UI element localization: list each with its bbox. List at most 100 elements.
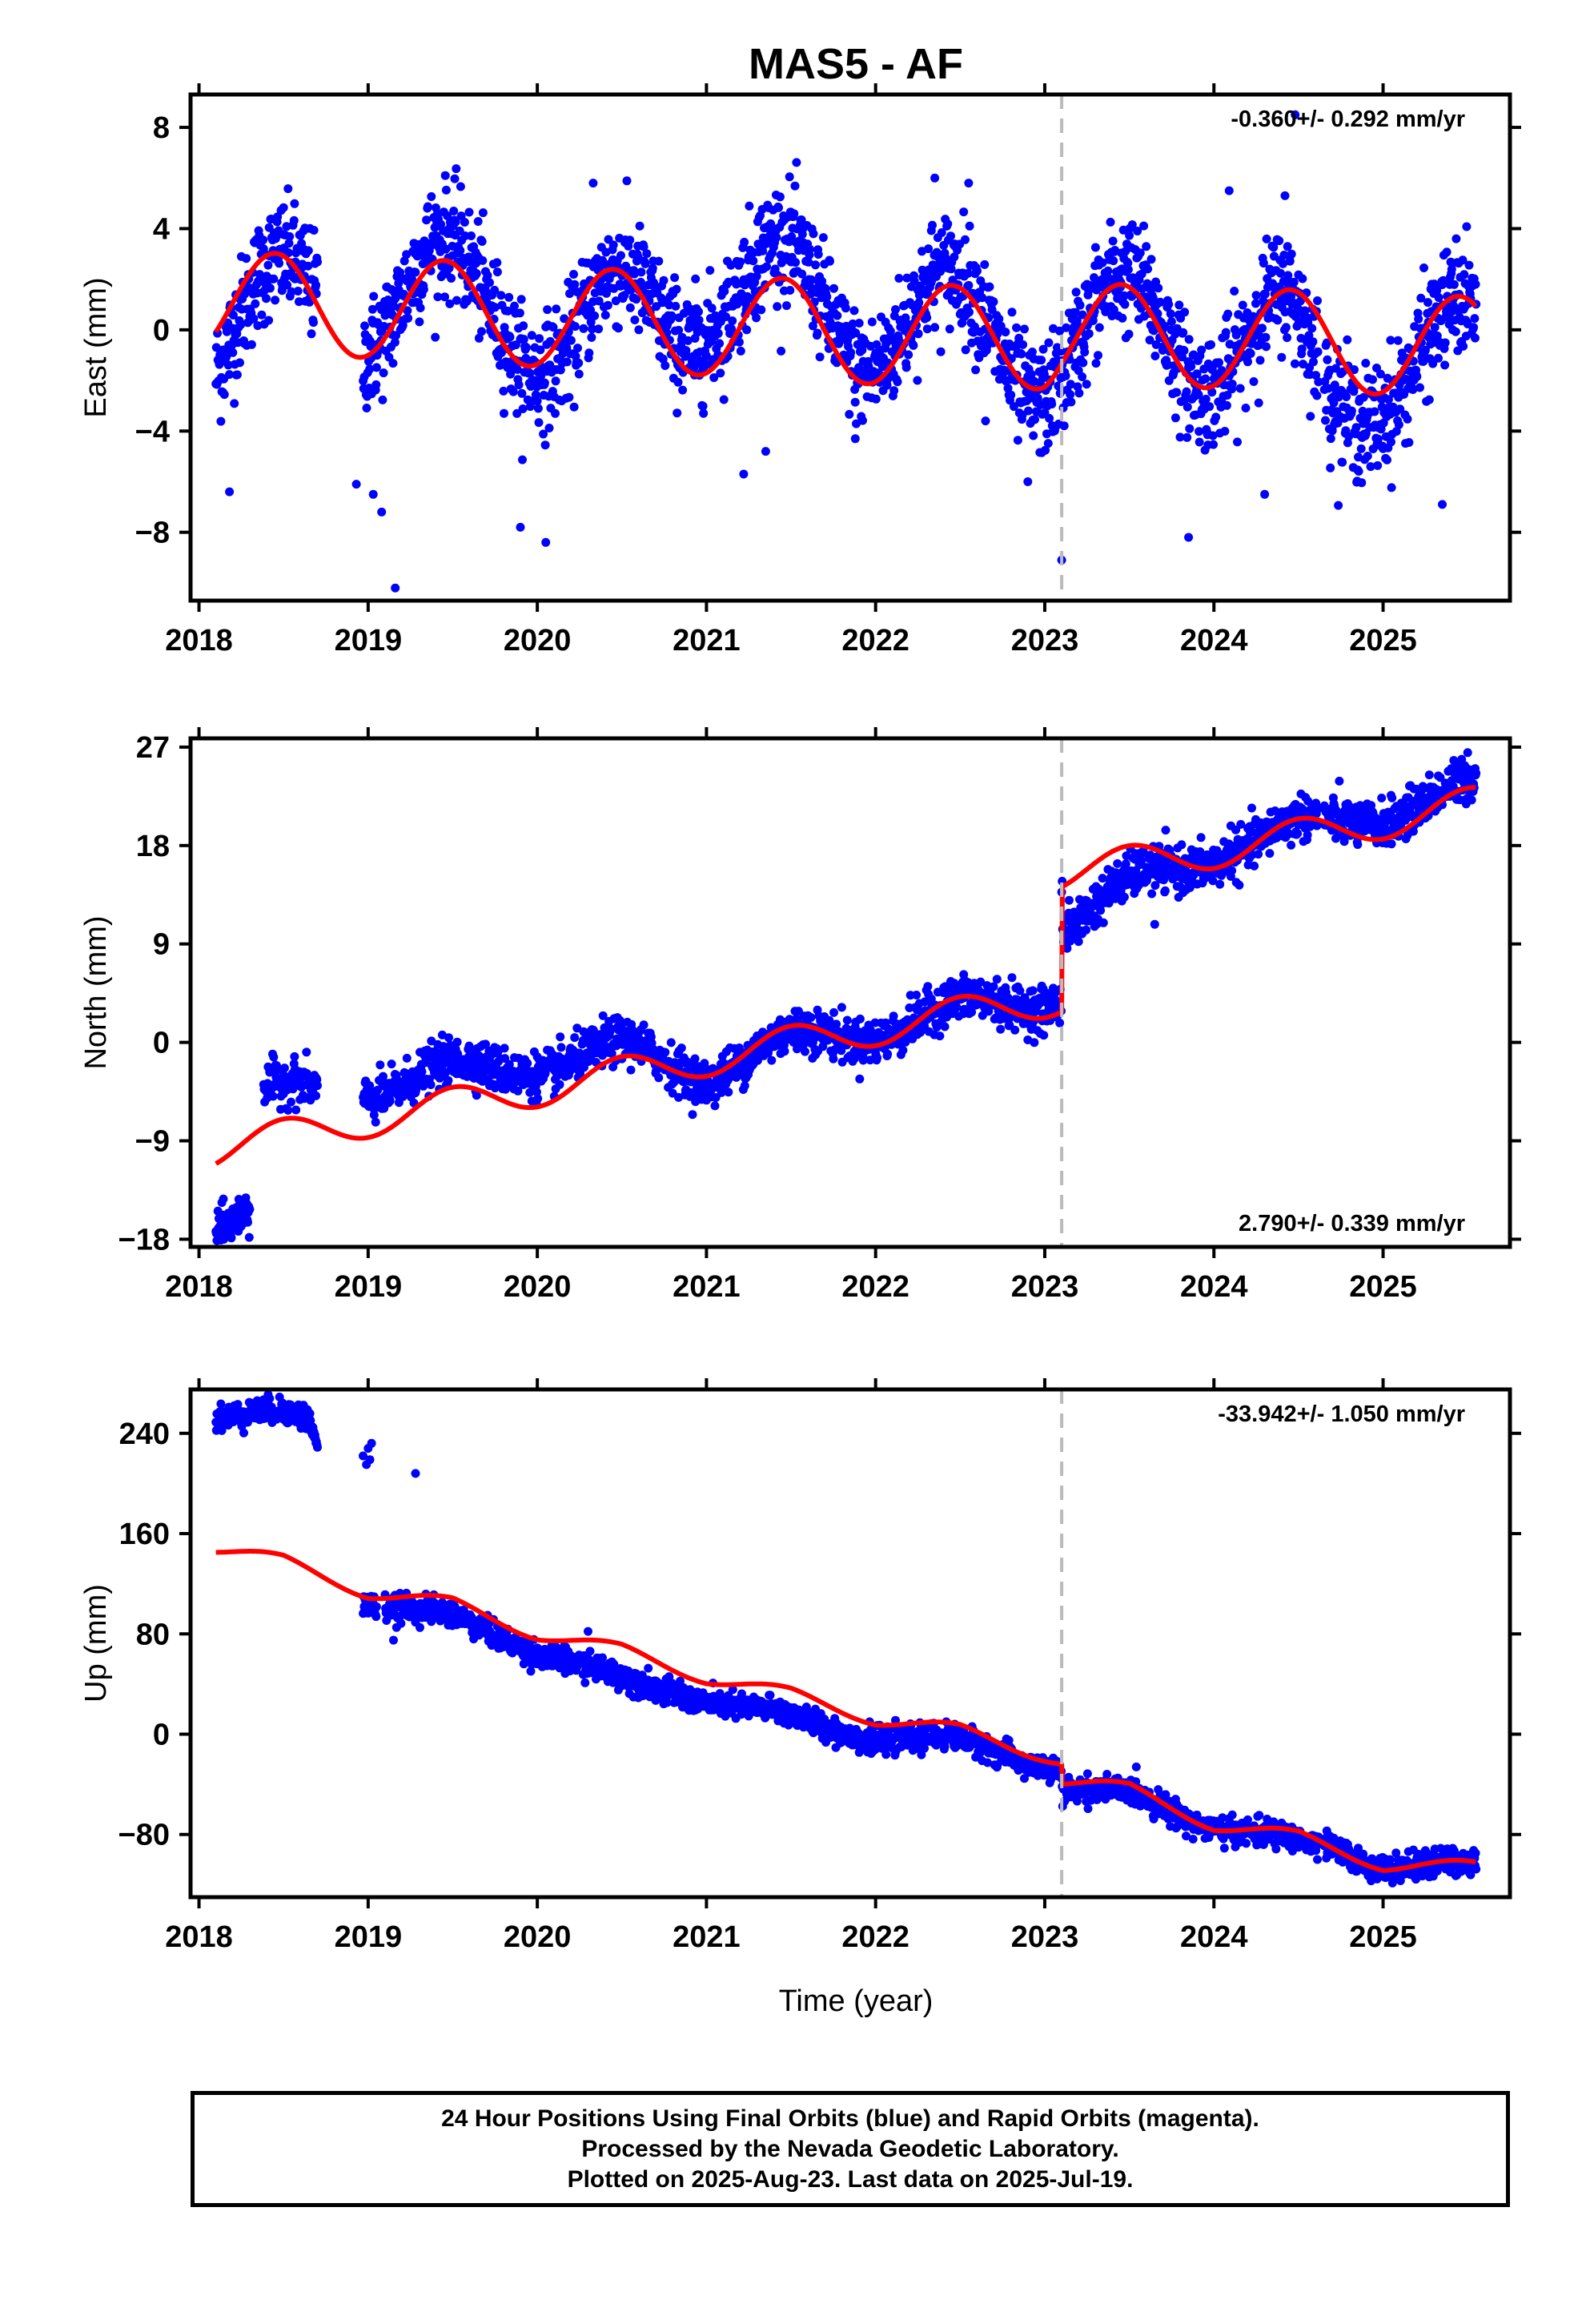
data-point xyxy=(1047,400,1057,409)
data-point xyxy=(762,262,772,271)
data-point xyxy=(303,261,313,271)
data-point xyxy=(1277,352,1287,362)
data-point xyxy=(1353,840,1363,850)
data-point xyxy=(940,1022,950,1031)
data-point xyxy=(1151,340,1161,349)
data-point xyxy=(1383,395,1393,404)
data-point xyxy=(913,329,923,339)
data-point xyxy=(1299,360,1307,369)
data-point xyxy=(1342,392,1351,401)
data-point xyxy=(1155,297,1165,307)
data-point xyxy=(594,296,604,306)
data-point xyxy=(1211,412,1221,422)
data-point xyxy=(1223,391,1232,400)
data-point-outlier xyxy=(1226,821,1235,830)
data-point xyxy=(640,259,650,268)
data-point xyxy=(1207,388,1217,397)
data-point xyxy=(223,360,233,370)
data-point xyxy=(1184,335,1194,344)
data-point xyxy=(513,1086,523,1096)
data-point xyxy=(1386,336,1395,345)
data-point xyxy=(500,1043,509,1053)
data-point xyxy=(1150,352,1160,360)
data-point xyxy=(1233,437,1242,447)
data-point xyxy=(477,327,486,336)
data-point xyxy=(560,314,569,324)
data-point xyxy=(1177,840,1186,850)
data-point xyxy=(694,316,704,325)
data-point xyxy=(1196,833,1206,842)
data-point xyxy=(996,1024,1006,1034)
data-point xyxy=(483,271,492,280)
data-point xyxy=(293,287,303,296)
data-point xyxy=(290,1051,299,1061)
data-point xyxy=(1123,265,1133,275)
data-point xyxy=(1007,973,1017,983)
data-point xyxy=(922,324,932,334)
data-point xyxy=(848,319,857,328)
data-point xyxy=(832,1019,841,1029)
data-point xyxy=(1469,323,1479,332)
data-point xyxy=(923,982,933,991)
data-point xyxy=(807,275,816,284)
data-point xyxy=(1440,360,1450,370)
data-point xyxy=(1026,370,1036,379)
data-point xyxy=(1231,330,1241,340)
data-point xyxy=(797,269,807,279)
data-point xyxy=(516,295,526,304)
data-point xyxy=(639,242,648,251)
data-point-outlier xyxy=(1260,489,1270,499)
x-tick-label: 2021 xyxy=(673,624,741,657)
data-point xyxy=(858,416,867,425)
data-point xyxy=(378,395,387,404)
data-point xyxy=(387,1059,396,1069)
data-point xyxy=(505,332,515,342)
data-point xyxy=(1024,406,1033,416)
data-point xyxy=(1343,335,1352,344)
data-point xyxy=(608,240,618,250)
data-point xyxy=(1012,323,1022,332)
data-point-outlier xyxy=(739,469,749,479)
east-y-axis-label: East (mm) xyxy=(79,277,113,417)
data-point xyxy=(539,429,548,439)
data-point xyxy=(251,299,260,308)
data-point xyxy=(901,363,911,372)
data-point xyxy=(232,370,242,380)
data-point xyxy=(590,311,600,320)
data-point xyxy=(639,1020,648,1030)
data-point xyxy=(283,248,293,258)
data-point xyxy=(540,440,550,450)
data-point xyxy=(1010,1025,1020,1035)
data-point xyxy=(268,1092,278,1101)
data-point xyxy=(1276,268,1285,278)
data-point xyxy=(992,975,1002,984)
data-point xyxy=(1153,309,1162,319)
data-point xyxy=(1018,340,1028,349)
data-point xyxy=(394,279,404,288)
data-point xyxy=(1071,308,1080,317)
data-point xyxy=(846,348,856,357)
data-point xyxy=(444,263,454,273)
data-point xyxy=(1166,317,1176,327)
data-point xyxy=(1120,300,1130,309)
data-point xyxy=(290,199,299,208)
data-point xyxy=(845,409,854,419)
north-y-axis-label: North (mm) xyxy=(79,915,113,1069)
data-point xyxy=(493,1047,503,1057)
data-point xyxy=(570,1033,580,1043)
data-point xyxy=(607,1049,616,1059)
x-tick-label: 2022 xyxy=(841,624,909,657)
data-point xyxy=(219,390,229,400)
data-point xyxy=(1258,324,1267,333)
data-point xyxy=(1251,291,1261,300)
data-point xyxy=(813,328,822,338)
data-point xyxy=(1201,394,1211,404)
data-point xyxy=(228,348,238,357)
data-point xyxy=(1321,416,1330,425)
data-point xyxy=(1066,390,1075,400)
data-point xyxy=(574,358,584,368)
data-point xyxy=(1003,384,1013,393)
data-point xyxy=(773,302,782,312)
data-point xyxy=(1220,427,1230,436)
